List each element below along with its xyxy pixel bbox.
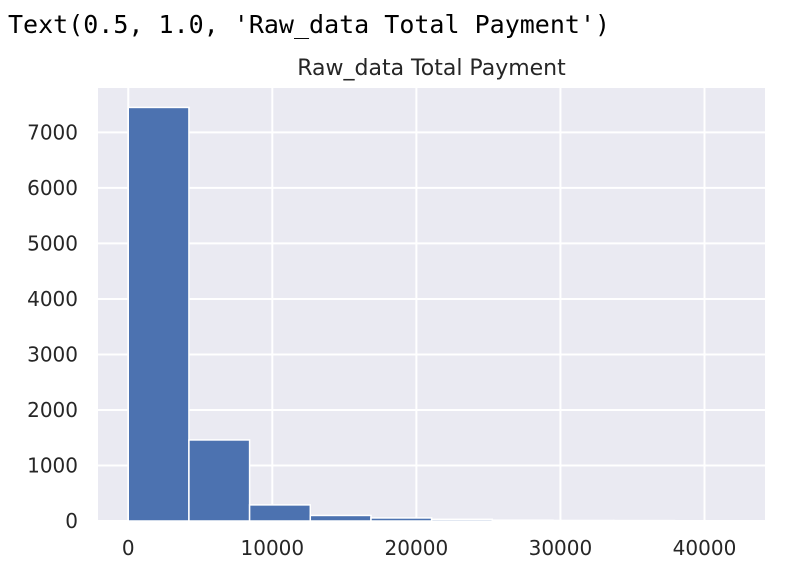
x-tick-label: 10000: [241, 536, 305, 560]
histogram-bar: [309, 514, 372, 522]
cell-output-text: Text(0.5, 1.0, 'Raw_data Total Payment'): [8, 10, 611, 39]
histogram-bar: [612, 519, 676, 522]
histogram-bars: [127, 106, 736, 522]
y-tick-label: 1000: [27, 453, 78, 477]
histogram-bar: [188, 439, 251, 522]
histogram-bar: [673, 519, 736, 522]
y-tick-label: 6000: [27, 176, 78, 200]
y-tick-label: 3000: [27, 342, 78, 366]
histogram-bar: [248, 504, 312, 522]
histogram-bar: [491, 519, 554, 522]
x-tick-label: 30000: [529, 536, 593, 560]
x-tick-labels: 0 10000 20000 30000 40000: [122, 536, 736, 560]
histogram-bar: [552, 519, 615, 522]
y-tick-label: 5000: [27, 231, 78, 255]
x-tick-label: 20000: [385, 536, 449, 560]
x-tick-label: 0: [122, 536, 135, 560]
histogram-bar: [127, 106, 190, 522]
histogram-bar: [370, 517, 433, 522]
histogram-bar: [430, 518, 494, 522]
y-tick-label: 2000: [27, 398, 78, 422]
y-tick-labels: 0 1000 2000 3000 4000 5000 6000 7000: [27, 120, 78, 533]
x-tick-label: 40000: [673, 536, 737, 560]
y-tick-label: 7000: [27, 120, 78, 144]
y-tick-label: 4000: [27, 287, 78, 311]
y-tick-label: 0: [65, 509, 78, 533]
chart-title: Raw_data Total Payment: [297, 56, 566, 81]
